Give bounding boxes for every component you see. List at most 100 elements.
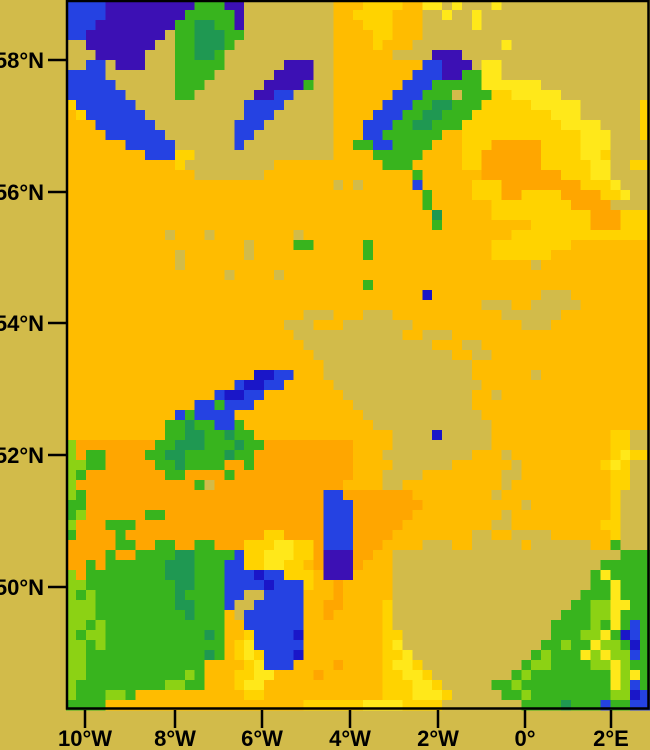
grid-cell-run bbox=[531, 670, 611, 681]
grid-cell-run bbox=[511, 670, 522, 681]
grid-cell-run bbox=[95, 600, 176, 611]
grid-cell-run bbox=[66, 260, 176, 271]
grid-cell-run bbox=[174, 260, 186, 271]
grid-cell-run bbox=[135, 690, 245, 701]
grid-cell-run bbox=[85, 560, 96, 571]
grid-cell-run bbox=[610, 490, 621, 501]
grid-cell-run bbox=[481, 410, 650, 421]
grid-cell-run bbox=[184, 590, 225, 601]
grid-cell-run bbox=[610, 540, 621, 551]
grid-cell-run bbox=[66, 680, 77, 691]
grid-cell-run bbox=[293, 630, 304, 641]
grid-cell-run bbox=[541, 140, 582, 151]
grid-cell-run bbox=[234, 20, 245, 31]
grid-cell-run bbox=[333, 80, 403, 91]
grid-cell-run bbox=[402, 670, 423, 681]
grid-cell-run bbox=[66, 190, 423, 201]
grid-cell-run bbox=[333, 610, 384, 621]
grid-cell-run bbox=[372, 110, 403, 121]
grid-cell-run bbox=[432, 200, 492, 211]
grid-cell-run bbox=[630, 700, 650, 711]
grid-cell-run bbox=[590, 620, 601, 631]
grid-cell-run bbox=[600, 650, 611, 661]
grid-cell-run bbox=[382, 480, 403, 491]
grid-cell-run bbox=[66, 340, 304, 351]
grid-cell-run bbox=[432, 430, 443, 441]
grid-cell-run bbox=[402, 80, 433, 91]
grid-cell-run bbox=[125, 140, 176, 151]
grid-cell-run bbox=[66, 520, 77, 531]
grid-cell-run bbox=[244, 420, 374, 431]
grid-cell-run bbox=[214, 390, 225, 401]
grid-cell-run bbox=[263, 80, 304, 91]
grid-cell-run bbox=[333, 90, 393, 101]
grid-cell-run bbox=[293, 90, 334, 101]
grid-cell-run bbox=[491, 490, 502, 501]
grid-cell-run bbox=[501, 390, 650, 401]
grid-cell-run bbox=[372, 280, 650, 291]
grid-cell-run bbox=[372, 150, 423, 161]
grid-cell-run bbox=[105, 560, 166, 571]
grid-cell-run bbox=[204, 480, 215, 491]
grid-cell-run bbox=[254, 90, 275, 101]
grid-cell-run bbox=[283, 380, 334, 391]
grid-cell-run bbox=[66, 630, 77, 641]
grid-cell-run bbox=[432, 290, 542, 301]
grid-cell-run bbox=[66, 150, 146, 161]
grid-cell-run bbox=[640, 680, 650, 691]
grid-cell-run bbox=[412, 170, 423, 181]
grid-cell-run bbox=[293, 370, 324, 381]
grid-cell-run bbox=[353, 570, 393, 581]
grid-cell-run bbox=[610, 430, 631, 441]
grid-cell-run bbox=[570, 290, 650, 301]
grid-cell-run bbox=[174, 600, 195, 611]
grid-cell-run bbox=[511, 480, 611, 491]
grid-cell-run bbox=[610, 580, 621, 591]
grid-cell-run bbox=[75, 110, 87, 121]
grid-cell-run bbox=[610, 200, 650, 211]
grid-cell-run bbox=[610, 650, 631, 661]
grid-cell-run bbox=[125, 90, 176, 101]
grid-cell-run bbox=[234, 610, 245, 621]
grid-cell-run bbox=[362, 250, 374, 261]
grid-cell-run bbox=[630, 640, 641, 651]
grid-cell-run bbox=[66, 320, 285, 331]
grid-cell-run bbox=[620, 180, 650, 191]
grid-cell-run bbox=[66, 600, 96, 611]
grid-cell-run bbox=[362, 280, 374, 291]
grid-cell-run bbox=[521, 680, 611, 691]
grid-cell-run bbox=[610, 440, 631, 451]
grid-cell-run bbox=[333, 0, 364, 11]
grid-cell-run bbox=[590, 170, 611, 181]
grid-cell-run bbox=[204, 230, 215, 241]
grid-cell-run bbox=[263, 390, 344, 401]
grid-cell-run bbox=[392, 50, 433, 61]
grid-cell-run bbox=[640, 100, 650, 111]
grid-cell-run bbox=[164, 570, 195, 581]
grid-cell-run bbox=[85, 640, 96, 651]
grid-cell-run bbox=[452, 350, 473, 361]
y-axis-tick-label: 54°N bbox=[0, 311, 44, 336]
grid-cell-run bbox=[85, 60, 106, 71]
grid-cell-run bbox=[382, 630, 403, 641]
grid-cell-run bbox=[85, 670, 186, 681]
grid-cell-run bbox=[234, 420, 245, 431]
grid-cell-run bbox=[174, 40, 195, 51]
grid-cell-run bbox=[392, 30, 423, 41]
grid-cell-run bbox=[214, 420, 235, 431]
grid-cell-run bbox=[382, 130, 443, 141]
grid-cell-run bbox=[244, 10, 334, 21]
grid-cell-run bbox=[194, 670, 205, 681]
grid-cell-run bbox=[511, 680, 522, 691]
grid-cell-run bbox=[521, 540, 532, 551]
grid-cell-run bbox=[66, 620, 87, 631]
grid-cell-run bbox=[66, 0, 106, 11]
grid-cell-run bbox=[442, 210, 492, 221]
grid-cell-run bbox=[303, 560, 314, 571]
grid-cell-run bbox=[105, 550, 116, 561]
grid-cell-run bbox=[343, 660, 384, 671]
grid-cell-run bbox=[392, 460, 453, 471]
grid-cell-run bbox=[590, 220, 621, 231]
grid-cell-run bbox=[323, 500, 354, 511]
